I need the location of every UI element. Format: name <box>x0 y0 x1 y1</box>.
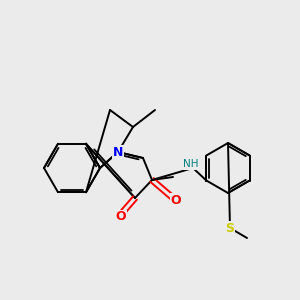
Text: O: O <box>171 194 181 206</box>
Text: N: N <box>113 146 123 158</box>
Text: NH: NH <box>183 159 199 169</box>
Text: O: O <box>116 211 126 224</box>
Text: S: S <box>226 221 235 235</box>
